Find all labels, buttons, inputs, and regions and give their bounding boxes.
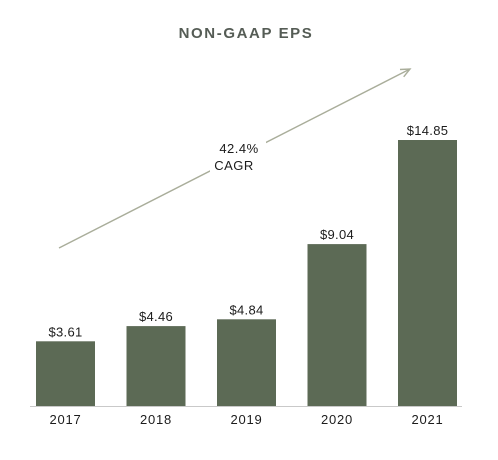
category-label-2018: 2018 [140,412,172,427]
bar-2018 [126,326,186,406]
category-label-2017: 2017 [49,412,81,427]
bar-2019 [217,319,276,406]
value-label-2018: $4.46 [139,309,173,324]
value-label-2020: $9.04 [320,227,354,242]
value-label-2019: $4.84 [229,302,263,317]
bar-2017 [36,341,95,406]
category-labels-group: 2017 2018 2019 2020 2021 [49,412,443,427]
category-label-2020: 2020 [321,412,353,427]
chart-title: NON-GAAP EPS [179,25,314,42]
bar-2021 [398,140,457,406]
cagr-label-background [210,141,266,175]
cagr-value-label: 42.4% [219,141,258,156]
cagr-arrow [58,68,412,249]
category-label-2019: 2019 [230,412,262,427]
bars-group [30,140,462,407]
value-label-2017: $3.61 [48,324,82,339]
cagr-caption-label: CAGR [214,158,254,173]
value-labels-group: $3.61 $4.46 $4.84 $9.04 $14.85 [48,123,448,339]
value-label-2021: $14.85 [407,123,449,138]
category-label-2021: 2021 [411,412,443,427]
cagr-arrow-head [399,68,412,78]
bar-2020 [307,244,367,406]
